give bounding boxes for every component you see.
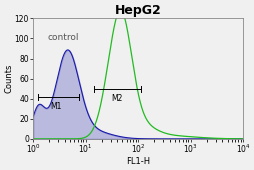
Y-axis label: Counts: Counts: [4, 64, 13, 93]
Text: control: control: [48, 33, 79, 42]
Text: M2: M2: [111, 94, 122, 103]
X-axis label: FL1-H: FL1-H: [126, 157, 150, 166]
Text: M1: M1: [51, 102, 62, 111]
Title: HepG2: HepG2: [115, 4, 161, 17]
